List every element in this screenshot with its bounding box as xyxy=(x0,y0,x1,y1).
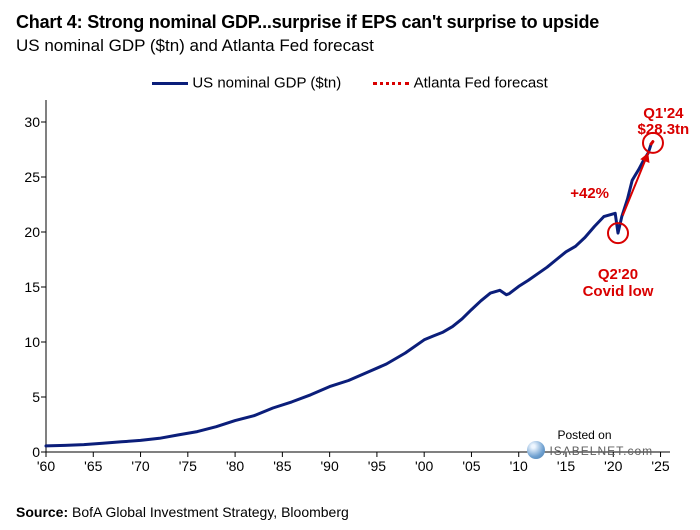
watermark-posted: Posted on xyxy=(557,428,611,442)
x-tick-label: '75 xyxy=(179,458,197,474)
x-tick-label: '85 xyxy=(273,458,291,474)
x-tick-label: '00 xyxy=(415,458,433,474)
x-tick-label: '10 xyxy=(510,458,528,474)
source-text: BofA Global Investment Strategy, Bloombe… xyxy=(72,504,349,520)
watermark-text: ISABELNET.com xyxy=(549,444,653,458)
x-tick-label: '65 xyxy=(84,458,102,474)
globe-icon xyxy=(527,441,545,459)
y-tick-label: 10 xyxy=(10,334,40,350)
chart-title: Chart 4: Strong nominal GDP...surprise i… xyxy=(16,12,684,34)
x-tick-label: '25 xyxy=(651,458,669,474)
annotation-q220: Q2'20Covid low xyxy=(583,267,654,300)
annotation-growth: +42% xyxy=(570,186,609,203)
legend-swatch-forecast xyxy=(373,82,409,85)
plot-svg xyxy=(46,100,670,452)
source-label: Source: xyxy=(16,504,68,520)
x-tick-label: '80 xyxy=(226,458,244,474)
legend-label-gdp: US nominal GDP ($tn) xyxy=(192,75,341,92)
x-tick-label: '20 xyxy=(604,458,622,474)
x-tick-label: '90 xyxy=(321,458,339,474)
x-tick-label: '60 xyxy=(37,458,55,474)
x-tick-label: '05 xyxy=(462,458,480,474)
x-tick-label: '95 xyxy=(368,458,386,474)
y-tick-label: 30 xyxy=(10,114,40,130)
chart-subtitle: US nominal GDP ($tn) and Atlanta Fed for… xyxy=(16,36,684,56)
legend-swatch-gdp xyxy=(152,82,188,85)
legend-item-gdp: US nominal GDP ($tn) xyxy=(152,74,341,92)
x-tick-label: '15 xyxy=(557,458,575,474)
y-tick-label: 20 xyxy=(10,224,40,240)
legend: US nominal GDP ($tn) Atlanta Fed forecas… xyxy=(0,74,700,92)
legend-item-forecast: Atlanta Fed forecast xyxy=(373,74,547,92)
y-tick-label: 25 xyxy=(10,169,40,185)
source-line: Source: BofA Global Investment Strategy,… xyxy=(16,504,349,520)
annotation-q124: Q1'24$28.3tn xyxy=(638,106,690,139)
legend-label-forecast: Atlanta Fed forecast xyxy=(414,75,548,92)
y-tick-label: 15 xyxy=(10,279,40,295)
x-tick-label: '70 xyxy=(131,458,149,474)
chart-container: Chart 4: Strong nominal GDP...surprise i… xyxy=(0,0,700,530)
y-tick-label: 0 xyxy=(10,444,40,460)
y-tick-label: 5 xyxy=(10,389,40,405)
plot-area: 051015202530'60'65'70'75'80'85'90'95'00'… xyxy=(46,100,670,452)
